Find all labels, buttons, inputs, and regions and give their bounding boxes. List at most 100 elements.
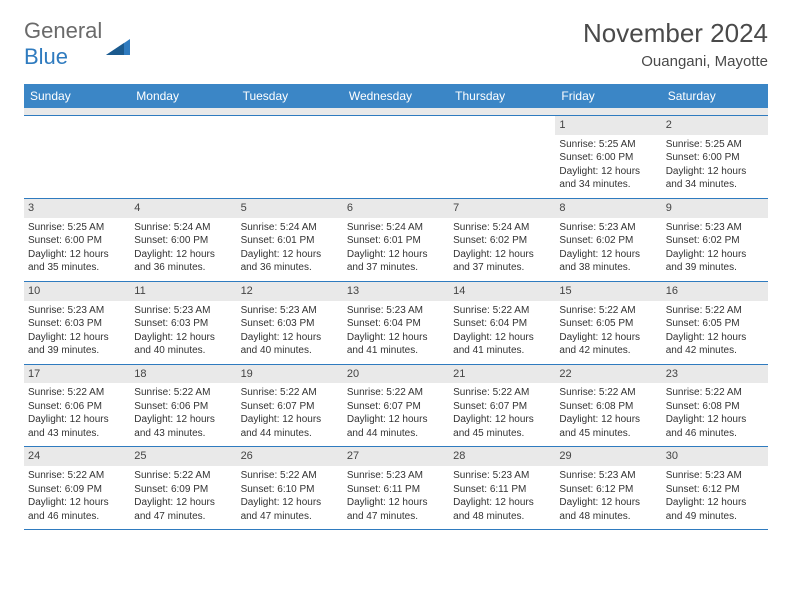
month-title: November 2024	[583, 18, 768, 49]
day-number: 12	[237, 282, 343, 301]
daylight-line: Daylight: 12 hours and 40 minutes.	[134, 331, 232, 358]
logo-text: General Blue	[24, 18, 102, 70]
daylight-line: Daylight: 12 hours and 39 minutes.	[28, 331, 126, 358]
daylight-line: Daylight: 12 hours and 44 minutes.	[347, 413, 445, 440]
sunrise-line: Sunrise: 5:24 AM	[347, 221, 445, 235]
day-cell: 2Sunrise: 5:25 AMSunset: 6:00 PMDaylight…	[662, 116, 768, 199]
sunset-line: Sunset: 6:09 PM	[28, 483, 126, 497]
sunset-line: Sunset: 6:08 PM	[559, 400, 657, 414]
day-number: 13	[343, 282, 449, 301]
day-number: 4	[130, 199, 236, 218]
sunrise-line: Sunrise: 5:22 AM	[134, 469, 232, 483]
daylight-line: Daylight: 12 hours and 45 minutes.	[453, 413, 551, 440]
empty-cell	[24, 116, 130, 199]
sunrise-line: Sunrise: 5:22 AM	[347, 386, 445, 400]
daylight-line: Daylight: 12 hours and 37 minutes.	[347, 248, 445, 275]
day-number: 21	[449, 365, 555, 384]
sunset-line: Sunset: 6:05 PM	[666, 317, 764, 331]
sunset-line: Sunset: 6:03 PM	[241, 317, 339, 331]
sunset-line: Sunset: 6:12 PM	[666, 483, 764, 497]
day-cell: 30Sunrise: 5:23 AMSunset: 6:12 PMDayligh…	[662, 447, 768, 530]
daylight-line: Daylight: 12 hours and 39 minutes.	[666, 248, 764, 275]
sunset-line: Sunset: 6:00 PM	[28, 234, 126, 248]
day-number: 23	[662, 365, 768, 384]
sunrise-line: Sunrise: 5:23 AM	[559, 221, 657, 235]
daylight-line: Daylight: 12 hours and 40 minutes.	[241, 331, 339, 358]
day-cell: 27Sunrise: 5:23 AMSunset: 6:11 PMDayligh…	[343, 447, 449, 530]
calendar-grid: SundayMondayTuesdayWednesdayThursdayFrid…	[24, 84, 768, 530]
sunrise-line: Sunrise: 5:25 AM	[28, 221, 126, 235]
daylight-line: Daylight: 12 hours and 44 minutes.	[241, 413, 339, 440]
day-cell: 6Sunrise: 5:24 AMSunset: 6:01 PMDaylight…	[343, 199, 449, 282]
day-cell: 21 Sunrise: 5:22 AMSunset: 6:07 PMDayligh…	[449, 365, 555, 448]
sunset-line: Sunset: 6:07 PM	[453, 400, 551, 414]
daylight-line: Daylight: 12 hours and 36 minutes.	[134, 248, 232, 275]
day-number: 26	[237, 447, 343, 466]
day-cell: 3Sunrise: 5:25 AMSunset: 6:00 PMDaylight…	[24, 199, 130, 282]
day-number: 28	[449, 447, 555, 466]
day-number: 20	[343, 365, 449, 384]
sunset-line: Sunset: 6:07 PM	[347, 400, 445, 414]
daylight-line: Daylight: 12 hours and 34 minutes.	[559, 165, 657, 192]
sunset-line: Sunset: 6:02 PM	[453, 234, 551, 248]
weekday-header: Saturday	[662, 84, 768, 108]
sunset-line: Sunset: 6:03 PM	[134, 317, 232, 331]
sunrise-line: Sunrise: 5:23 AM	[241, 304, 339, 318]
daylight-line: Daylight: 12 hours and 43 minutes.	[28, 413, 126, 440]
day-cell: 10Sunrise: 5:23 AMSunset: 6:03 PMDayligh…	[24, 282, 130, 365]
day-cell: 29Sunrise: 5:23 AMSunset: 6:12 PMDayligh…	[555, 447, 661, 530]
empty-cell	[237, 116, 343, 199]
day-number: 16	[662, 282, 768, 301]
daylight-line: Daylight: 12 hours and 41 minutes.	[347, 331, 445, 358]
day-cell: 20 Sunrise: 5:22 AMSunset: 6:07 PMDayligh…	[343, 365, 449, 448]
day-number: 18	[130, 365, 236, 384]
sunrise-line: Sunrise: 5:25 AM	[559, 138, 657, 152]
empty-cell	[130, 116, 236, 199]
weekday-header: Tuesday	[237, 84, 343, 108]
sunrise-line: Sunrise: 5:22 AM	[666, 386, 764, 400]
day-cell: 1Sunrise: 5:25 AMSunset: 6:00 PMDaylight…	[555, 116, 661, 199]
day-cell: 9Sunrise: 5:23 AMSunset: 6:02 PMDaylight…	[662, 199, 768, 282]
day-cell: 18Sunrise: 5:22 AMSunset: 6:06 PMDayligh…	[130, 365, 236, 448]
weekday-header: Friday	[555, 84, 661, 108]
sunset-line: Sunset: 6:01 PM	[347, 234, 445, 248]
day-number: 11	[130, 282, 236, 301]
sunset-line: Sunset: 6:02 PM	[666, 234, 764, 248]
daylight-line: Daylight: 12 hours and 34 minutes.	[666, 165, 764, 192]
day-cell: 11Sunrise: 5:23 AMSunset: 6:03 PMDayligh…	[130, 282, 236, 365]
sunrise-line: Sunrise: 5:22 AM	[666, 304, 764, 318]
day-cell: 26Sunrise: 5:22 AMSunset: 6:10 PMDayligh…	[237, 447, 343, 530]
sunrise-line: Sunrise: 5:24 AM	[241, 221, 339, 235]
sunrise-line: Sunrise: 5:23 AM	[666, 469, 764, 483]
weekday-header: Sunday	[24, 84, 130, 108]
sunrise-line: Sunrise: 5:23 AM	[666, 221, 764, 235]
daylight-line: Daylight: 12 hours and 47 minutes.	[241, 496, 339, 523]
day-cell: 25Sunrise: 5:22 AMSunset: 6:09 PMDayligh…	[130, 447, 236, 530]
empty-cell	[343, 116, 449, 199]
title-block: November 2024 Ouangani, Mayotte	[583, 18, 768, 70]
weekday-header: Monday	[130, 84, 236, 108]
day-cell: 7Sunrise: 5:24 AMSunset: 6:02 PMDaylight…	[449, 199, 555, 282]
day-cell: 12 Sunrise: 5:23 AMSunset: 6:03 PMDayligh…	[237, 282, 343, 365]
logo: General Blue	[24, 18, 130, 70]
sunrise-line: Sunrise: 5:24 AM	[453, 221, 551, 235]
day-number: 8	[555, 199, 661, 218]
day-cell: 14Sunrise: 5:22 AMSunset: 6:04 PMDayligh…	[449, 282, 555, 365]
daylight-line: Daylight: 12 hours and 42 minutes.	[666, 331, 764, 358]
day-cell: 23Sunrise: 5:22 AMSunset: 6:08 PMDayligh…	[662, 365, 768, 448]
daylight-line: Daylight: 12 hours and 37 minutes.	[453, 248, 551, 275]
day-number: 30	[662, 447, 768, 466]
sunrise-line: Sunrise: 5:24 AM	[134, 221, 232, 235]
location: Ouangani, Mayotte	[583, 53, 768, 70]
sunrise-line: Sunrise: 5:23 AM	[347, 469, 445, 483]
day-cell: 15Sunrise: 5:22 AMSunset: 6:05 PMDayligh…	[555, 282, 661, 365]
day-number: 19	[237, 365, 343, 384]
empty-cell	[449, 116, 555, 199]
day-number: 22	[555, 365, 661, 384]
sunrise-line: Sunrise: 5:22 AM	[241, 469, 339, 483]
sunrise-line: Sunrise: 5:22 AM	[453, 386, 551, 400]
daylight-line: Daylight: 12 hours and 46 minutes.	[666, 413, 764, 440]
weekday-header: Wednesday	[343, 84, 449, 108]
day-number: 15	[555, 282, 661, 301]
daylight-line: Daylight: 12 hours and 45 minutes.	[559, 413, 657, 440]
